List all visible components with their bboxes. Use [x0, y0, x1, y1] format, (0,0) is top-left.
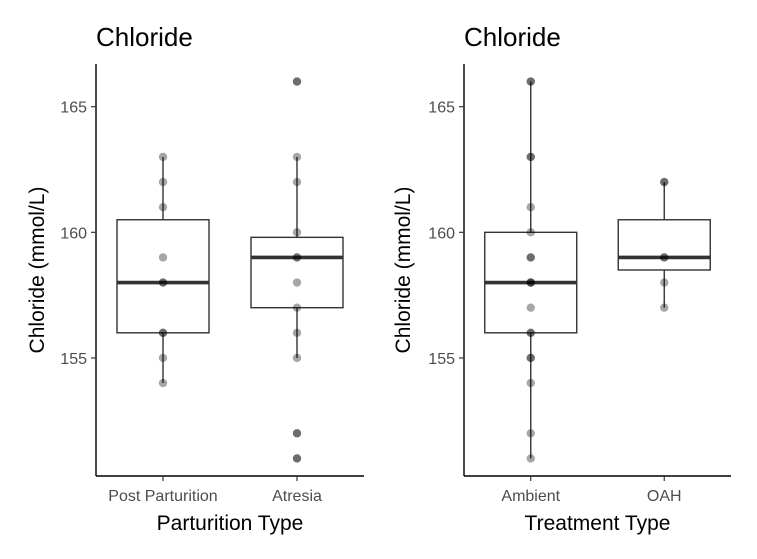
data-point: [526, 253, 535, 262]
data-point: [660, 177, 669, 187]
data-point: [292, 253, 302, 262]
data-point: [526, 454, 535, 463]
data-point: [526, 278, 535, 287]
x-tick-label: OAH: [647, 488, 682, 505]
data-point: [158, 278, 168, 287]
data-point: [660, 253, 669, 262]
x-tick-label: Post Parturition: [108, 488, 217, 505]
data-point: [526, 202, 535, 212]
data-point: [526, 278, 535, 287]
box-2: [617, 182, 711, 308]
data-point: [158, 328, 168, 338]
data-point: [292, 454, 302, 463]
box-1: [484, 81, 578, 459]
box-body: [116, 219, 210, 334]
data-point: [292, 152, 302, 162]
box-body: [617, 219, 711, 271]
data-point: [526, 328, 535, 338]
box-2: [250, 156, 344, 358]
data-point: [158, 378, 168, 388]
x-axis-label: Parturition Type: [157, 512, 304, 535]
box-body: [250, 236, 344, 309]
data-point: [292, 454, 302, 463]
chart-title: Chloride: [464, 22, 561, 52]
data-point: [158, 328, 168, 338]
x-axis-label: Treatment Type: [525, 512, 671, 535]
chart-title: Chloride: [96, 22, 193, 52]
data-point: [292, 77, 302, 86]
data-point: [526, 77, 535, 86]
y-tick-label: 160: [428, 225, 455, 242]
data-point: [158, 152, 168, 162]
x-tick-label: Atresia: [272, 488, 322, 505]
data-point: [526, 77, 535, 86]
data-point: [660, 177, 669, 187]
data-point: [526, 253, 535, 262]
data-point: [158, 202, 168, 212]
data-point: [660, 278, 669, 287]
data-point: [292, 253, 302, 262]
data-point: [292, 328, 302, 338]
data-point: [526, 152, 535, 162]
data-point: [158, 278, 168, 287]
data-point: [526, 152, 535, 162]
box-1: [116, 156, 210, 384]
data-point: [292, 77, 302, 86]
data-point: [526, 353, 535, 363]
data-point: [660, 253, 669, 262]
y-axis-label: Chloride (mmol/L): [392, 187, 415, 354]
x-tick-label: Ambient: [501, 488, 560, 505]
data-point: [526, 303, 535, 312]
data-point: [526, 353, 535, 363]
data-point: [292, 228, 302, 237]
data-point: [292, 303, 302, 312]
data-point: [292, 429, 302, 438]
data-point: [526, 228, 535, 237]
y-tick-label: 160: [60, 225, 87, 242]
data-point: [526, 378, 535, 388]
data-point: [292, 177, 302, 187]
y-tick-label: 155: [60, 351, 87, 368]
data-point: [660, 303, 669, 312]
data-point: [158, 177, 168, 187]
y-tick-label: 165: [428, 100, 455, 117]
y-tick-label: 165: [60, 100, 87, 117]
data-point: [292, 278, 302, 287]
data-point: [526, 328, 535, 338]
data-point: [526, 278, 535, 287]
chart-panel-1: Chloride 155 160 165 Post Parturition Atresia…: [26, 22, 364, 535]
data-point: [158, 353, 168, 363]
data-point: [158, 253, 168, 262]
data-point: [292, 353, 302, 363]
y-axis-label: Chloride (mmol/L): [26, 187, 49, 354]
chart-panel-2: Chloride 155 160 165 Ambient OAH Treatment Typ…: [392, 22, 731, 535]
data-point: [292, 429, 302, 438]
data-point: [526, 429, 535, 438]
y-tick-label: 155: [428, 351, 455, 368]
